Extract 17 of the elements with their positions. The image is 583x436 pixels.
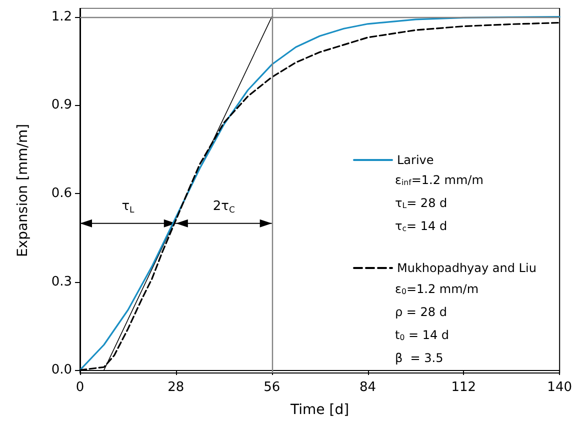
legend-label: Mukhopadhyay and Liu (397, 261, 536, 275)
legend-label: Larive (397, 153, 434, 167)
y-tick-label: 0.6 (51, 186, 72, 201)
x-tick-label: 140 (547, 380, 572, 395)
x-tick-label: 28 (168, 380, 184, 395)
x-tick-label: 56 (264, 380, 280, 395)
x-tick-label: 0 (76, 380, 84, 395)
y-tick-label: 0.9 (51, 98, 72, 113)
x-axis-title: Time [d] (290, 402, 350, 418)
y-tick-label: 1.2 (51, 9, 72, 24)
x-tick-label: 84 (359, 380, 376, 395)
annotation: ρ = 28 d (395, 305, 448, 319)
y-axis-title: Expansion [mm/m] (15, 124, 31, 258)
y-tick-label: 0.3 (51, 274, 72, 290)
annotation: β = 3.5 (395, 351, 444, 365)
y-tick-label: 0.0 (51, 362, 72, 378)
x-tick-label: 112 (451, 380, 476, 395)
